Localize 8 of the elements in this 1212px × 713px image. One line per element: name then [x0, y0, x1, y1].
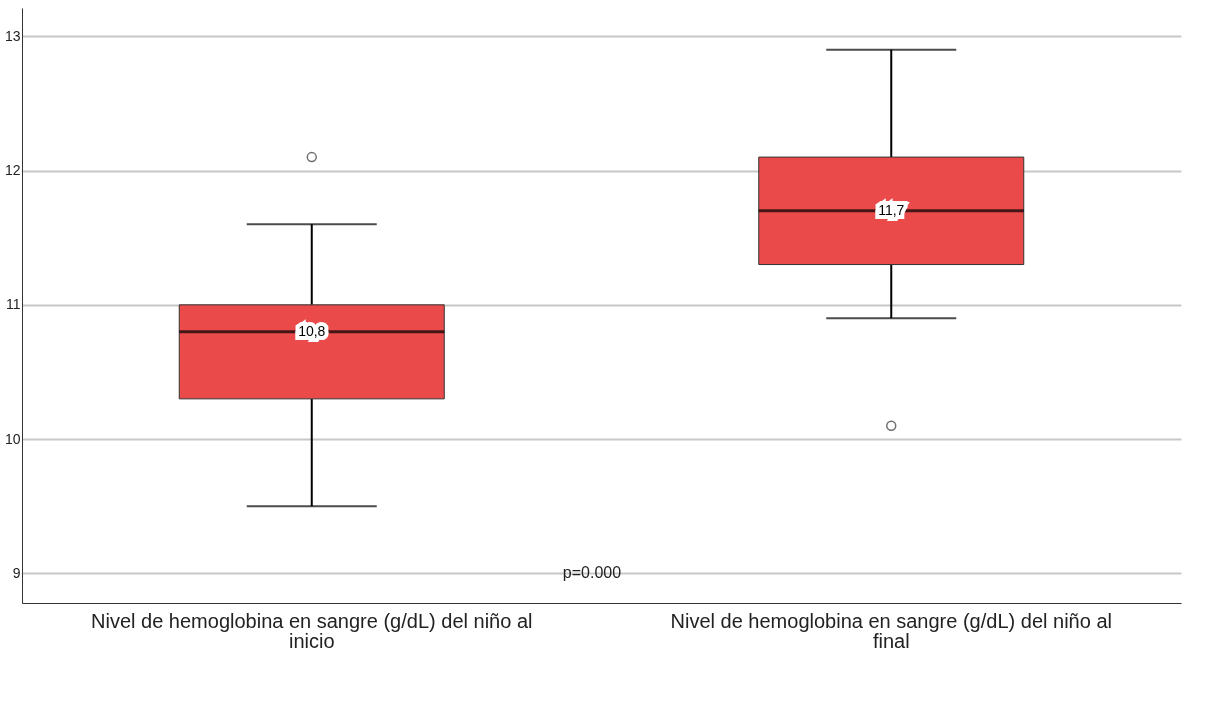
annotation: p=0.000 [562, 564, 622, 581]
y-tick-label: 11 [5, 296, 21, 313]
y-tick-label: 12 [4, 162, 21, 179]
x-tick-label: Nivel de hemoglobina en sangre (g/dL) del niño al final [670, 609, 1112, 652]
x-tick-label: Nivel de hemoglobina en sangre (g/dL) del niño al inicio [91, 609, 533, 652]
y-tick-label: 9 [12, 564, 21, 581]
y-tick-label: 10 [4, 430, 21, 447]
y-tick-label: 13 [4, 27, 21, 44]
